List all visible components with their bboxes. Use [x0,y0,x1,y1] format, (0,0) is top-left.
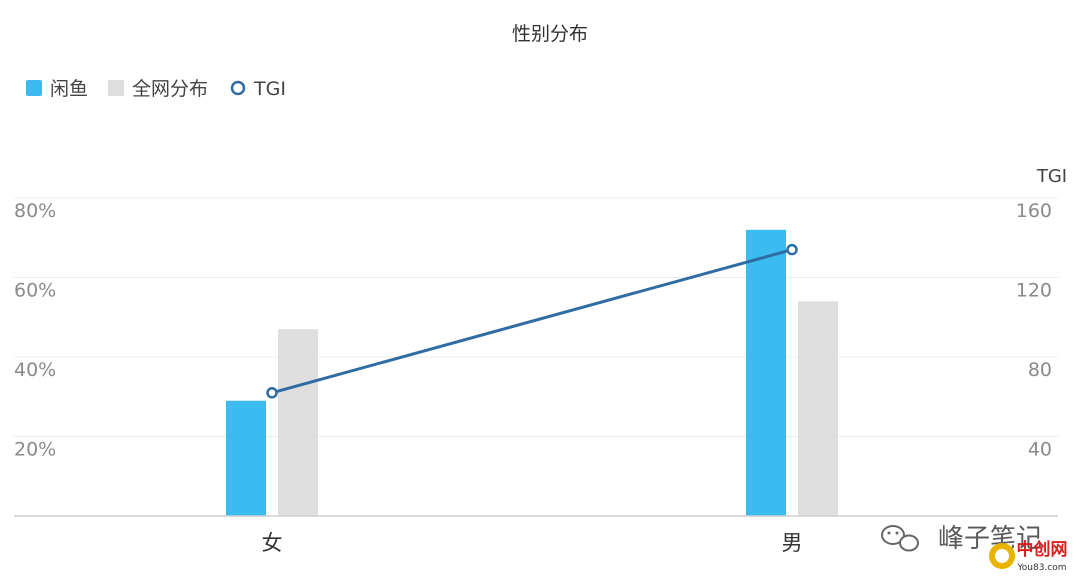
tgi-point-0 [266,387,278,399]
site-logo-text: 中创网 [1017,539,1068,560]
legend-label-2: TGI [253,78,286,100]
y-left-tick-label: 60% [14,280,56,302]
y-axis-left: 20% 40% 60% 80% [14,200,56,461]
legend-swatch-1 [108,80,124,96]
y-left-tick-label: 40% [14,359,56,381]
tgi-line-series [266,243,798,399]
site-logo: 中创网 You83.com [989,539,1068,573]
legend-label-0: 闲鱼 [50,78,88,100]
wechat-icon [881,525,919,552]
watermark: 峰子笔记 中创网 You83.com [881,524,1068,573]
site-logo-subtext: You83.com [1016,563,1066,573]
legend-swatch-0 [26,80,42,96]
y-right-tick-label: 40 [1028,439,1052,461]
tgi-line [271,248,793,395]
legend-marker-2 [230,80,246,96]
x-category-label: 男 [782,531,803,555]
bar-quanwang-0 [278,329,318,516]
y-left-tick-label: 80% [14,200,56,222]
y-right-tick-label: 120 [1016,280,1052,302]
gridlines [14,197,1058,437]
legend: 闲鱼 全网分布 TGI [26,78,286,100]
bar-quanwang-1 [798,301,838,516]
watermark-text: 峰子笔记 [938,524,1042,554]
x-category-label: 女 [262,531,283,555]
bar-xianyu-1 [746,229,786,517]
chart-title: 性别分布 [512,23,588,45]
y-right-tick-label: 80 [1028,359,1052,381]
bar-xianyu-0 [226,400,266,516]
bars [226,229,838,517]
x-axis-categories: 女男 [262,531,803,555]
legend-label-1: 全网分布 [132,78,208,100]
y-axis-right: 40 80 120 160 [1016,200,1052,461]
y-right-tick-label: 160 [1016,200,1052,222]
y-axis-right-title: TGI [1036,166,1067,187]
tgi-point-1 [786,243,798,256]
y-left-tick-label: 20% [14,439,56,461]
